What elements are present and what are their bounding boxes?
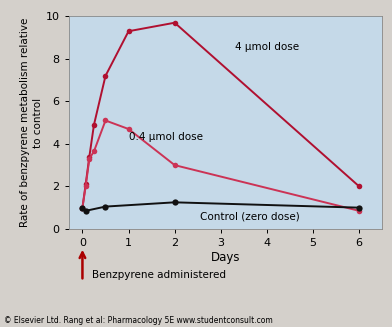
Text: Control (zero dose): Control (zero dose) xyxy=(200,211,300,221)
Text: 0.4 μmol dose: 0.4 μmol dose xyxy=(129,132,203,142)
Text: © Elsevier Ltd. Rang et al: Pharmacology 5E www.studentconsult.com: © Elsevier Ltd. Rang et al: Pharmacology… xyxy=(4,316,273,325)
X-axis label: Days: Days xyxy=(211,251,240,264)
Text: Benzpyrene administered: Benzpyrene administered xyxy=(92,269,226,280)
Text: 4 μmol dose: 4 μmol dose xyxy=(235,43,299,52)
Y-axis label: Rate of benzpyrene metabolism relative
to control: Rate of benzpyrene metabolism relative t… xyxy=(20,18,43,227)
